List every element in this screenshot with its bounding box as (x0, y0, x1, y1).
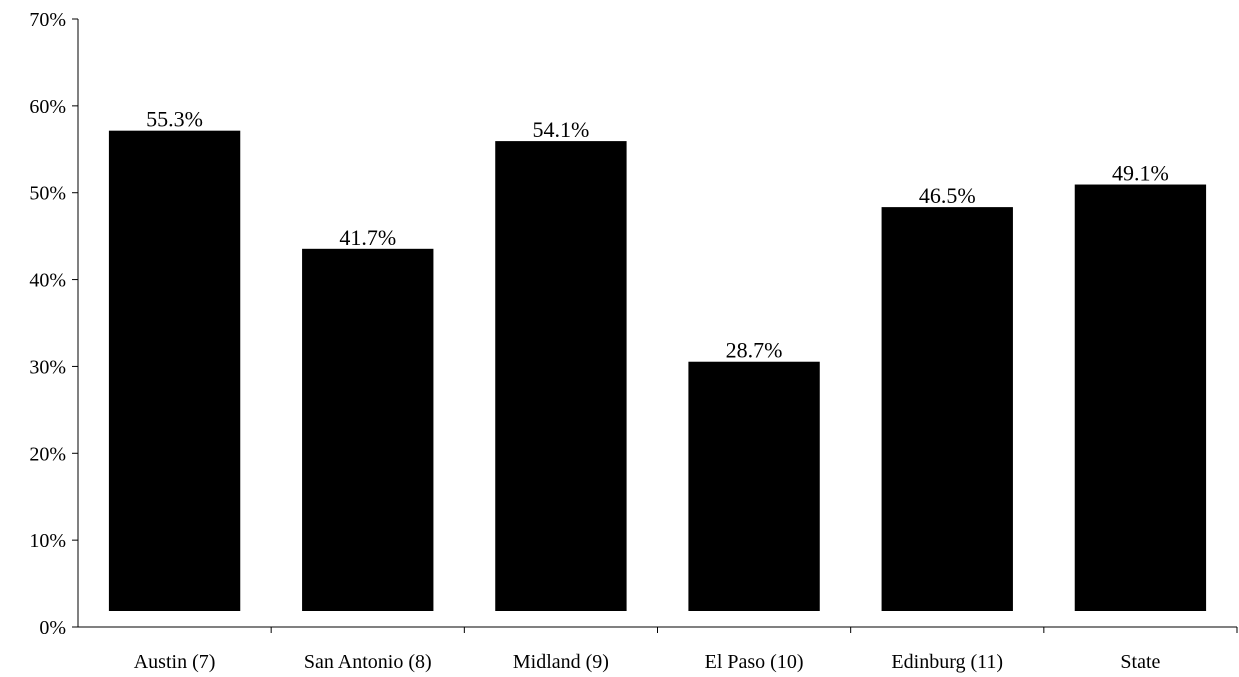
bar-value-label: 28.7% (726, 338, 783, 363)
y-tick-label: 50% (29, 183, 66, 205)
y-tick-label: 20% (29, 443, 66, 465)
x-tick-label: State (1120, 651, 1160, 673)
y-tick-label: 10% (29, 530, 66, 552)
bar (495, 141, 627, 612)
x-tick-label: Austin (7) (134, 651, 216, 673)
x-axis: Austin (7) San Antonio (8) Midland (9) El P… (78, 626, 1238, 673)
bar-value-label: 46.5% (919, 183, 976, 208)
y-tick-label: 40% (29, 270, 66, 292)
y-axis: 0% 10% 20% 30% 40% 50% 60% 70% (29, 9, 79, 639)
y-tick-label: 0% (39, 617, 66, 639)
x-tick-label: El Paso (10) (705, 651, 804, 673)
y-tick-label: 70% (29, 9, 66, 31)
bar-value-label: 49.1% (1112, 161, 1169, 186)
x-tick-label: Edinburg (11) (891, 651, 1003, 673)
value-labels: 55.3% 41.7% 54.1% 28.7% 46.5% 49.1% (146, 107, 1169, 363)
bar-value-label: 54.1% (533, 117, 590, 142)
bar (108, 130, 241, 611)
bar (881, 207, 1013, 611)
y-tick-label: 30% (29, 356, 66, 378)
bar (302, 248, 434, 611)
bar-value-label: 55.3% (146, 107, 203, 132)
bars (108, 130, 1207, 612)
bar (688, 361, 820, 611)
x-tick-label: San Antonio (8) (304, 651, 432, 673)
x-tick-label: Midland (9) (513, 651, 609, 673)
y-tick-label: 60% (29, 96, 66, 118)
bar (1074, 184, 1207, 611)
bar-value-label: 41.7% (339, 225, 396, 250)
